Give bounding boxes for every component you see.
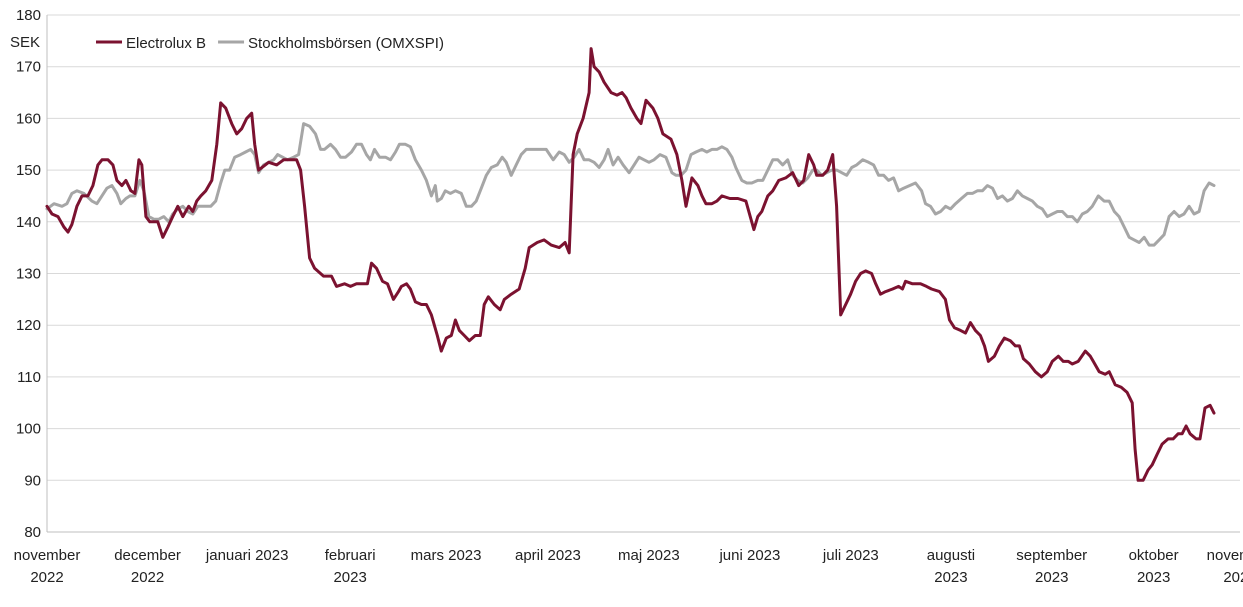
x-tick-label: april 2023: [515, 547, 581, 564]
y-tick-label: 110: [17, 369, 41, 386]
x-tick-label-year: 2022: [30, 569, 63, 586]
legend-label-stockholmsb-rsen-omxspi: Stockholmsbörsen (OMXSPI): [248, 35, 444, 52]
y-tick-label: 150: [16, 162, 41, 179]
y-tick-label: 80: [24, 524, 41, 541]
series-line-electrolux-b: [45, 47, 1216, 482]
tick-labels: 80 90 100 110 120 130 140 150 160 170 180 november 2…: [14, 7, 1243, 586]
gridlines: [47, 14, 1240, 481]
x-tick-label: augusti: [927, 547, 975, 564]
x-tick-label: maj 2023: [618, 547, 680, 564]
x-tick-label: februari: [325, 547, 376, 564]
y-tick-label: 100: [16, 421, 41, 438]
x-tick-label-year: 2023: [1035, 569, 1068, 586]
legend-label-electrolux-b: Electrolux B: [126, 35, 206, 52]
x-tick-label: december: [114, 547, 181, 564]
y-tick-label: 90: [24, 472, 41, 489]
y-tick-label: 180: [16, 7, 41, 24]
x-tick-label: september: [1016, 547, 1087, 564]
x-tick-label-year: 2023: [333, 569, 366, 586]
series-line-stockholmsb-rsen-omxspi: [45, 122, 1216, 247]
series-lines: [45, 47, 1216, 482]
x-tick-label: juni 2023: [718, 547, 780, 564]
x-tick-label: januari 2023: [205, 547, 289, 564]
x-tick-label: november: [14, 547, 81, 564]
axes: [46, 15, 1240, 533]
y-axis-unit-label: SEK: [10, 34, 40, 51]
y-tick-label: 120: [16, 317, 41, 334]
legend: Electrolux B Stockholmsbörsen (OMXSPI): [96, 35, 444, 52]
x-tick-label-year: 2022: [131, 569, 164, 586]
x-tick-label-year: 2023: [1223, 569, 1243, 586]
y-tick-label: 140: [16, 214, 41, 231]
x-tick-label-year: 2023: [1137, 569, 1170, 586]
x-tick-label: november: [1207, 547, 1243, 564]
x-tick-label: juli 2023: [822, 547, 879, 564]
x-tick-label: mars 2023: [411, 547, 482, 564]
y-tick-label: 130: [16, 266, 41, 283]
x-tick-label-year: 2023: [934, 569, 967, 586]
y-tick-label: 160: [16, 110, 41, 127]
x-tick-label: oktober: [1129, 547, 1179, 564]
y-tick-label: 170: [16, 59, 41, 76]
